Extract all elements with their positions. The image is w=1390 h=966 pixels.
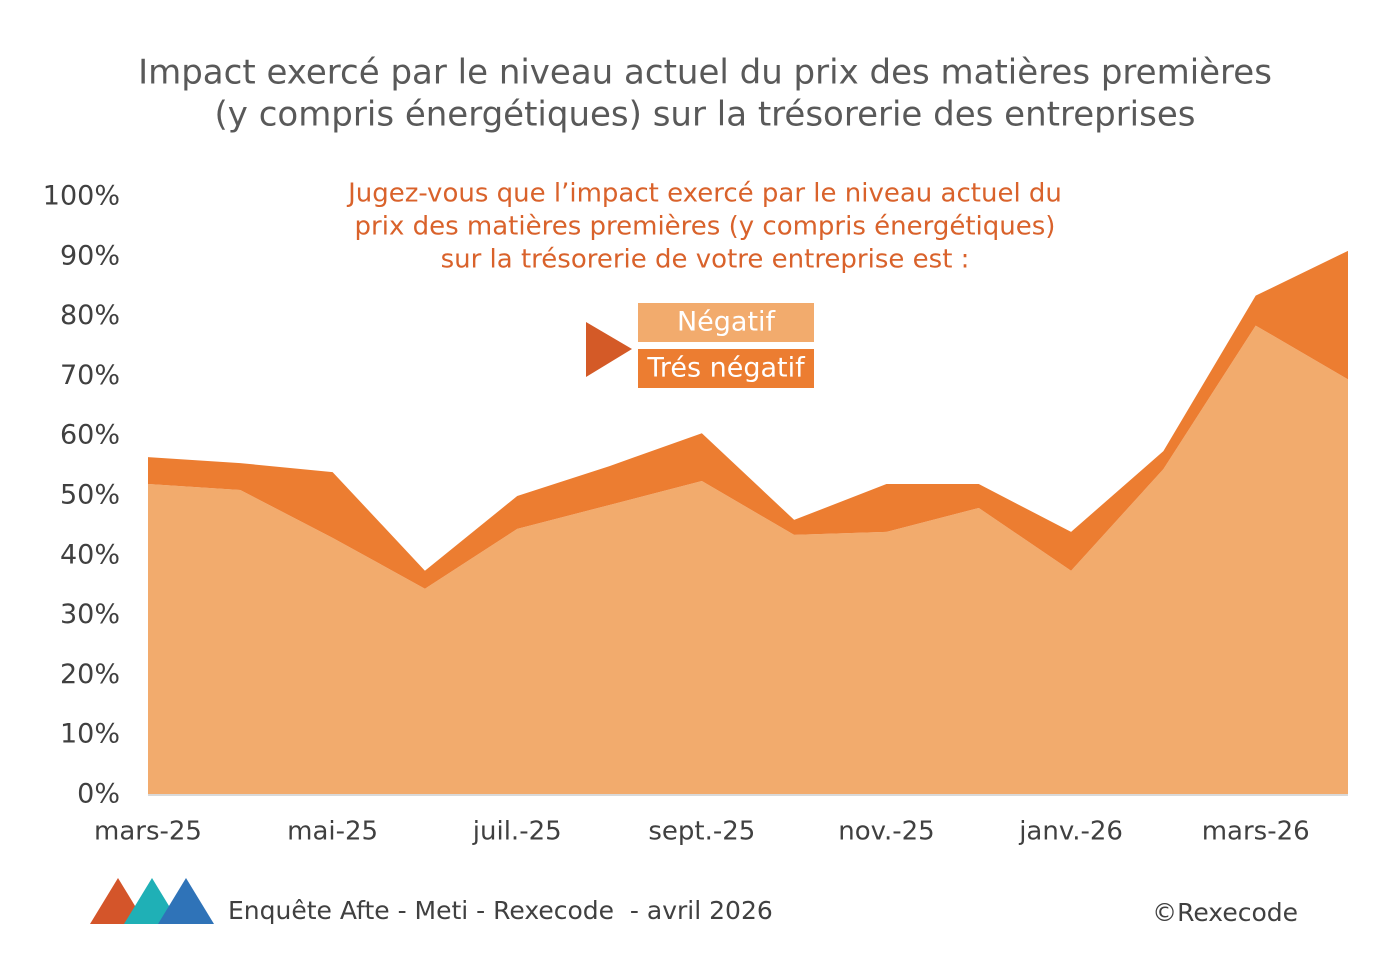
y-tick-label: 100% [43,181,120,212]
logo [90,878,214,924]
y-tick-label: 70% [60,360,120,391]
y-tick-label: 20% [60,659,120,690]
legend-label: Trés négatif [646,353,806,384]
legend-label: Négatif [677,307,777,338]
chart-title: Impact exercé par le niveau actuel du pr… [138,53,1272,93]
source: Enquête Afte - Meti - Rexecode - avril 2… [228,896,773,925]
y-tick-label: 10% [60,719,120,750]
chart-title: (y compris énergétiques) sur la trésorer… [215,95,1196,135]
legend-swatch [638,349,814,388]
x-tick-label: sept.-25 [648,817,755,847]
y-tick-label: 40% [60,539,120,570]
annotation: Jugez-vous que l’impact exercé par le ni… [346,179,1062,209]
area [148,325,1348,795]
x-tick-label: mars-26 [1202,817,1310,847]
copyright: ©Rexecode [1152,898,1298,927]
x-tick-label: nov.-25 [838,817,934,847]
x-tick-label: mai-25 [287,817,378,847]
x-tick-label: mars-25 [94,817,202,847]
y-tick-label: 80% [60,300,120,331]
annotation: prix des matières premières (y compris é… [355,212,1056,242]
legend-swatch [638,303,814,342]
annotation: sur la trésorerie de votre entreprise es… [441,245,970,275]
y-tick-label: 30% [60,599,120,630]
legend-arrow [586,322,632,377]
x-tick-label: juil.-25 [472,817,562,847]
y-tick-label: 50% [60,480,120,511]
y-tick-label: 60% [60,420,120,451]
y-tick-label: 0% [77,779,120,810]
y-tick-label: 90% [60,240,120,271]
x-tick-label: janv.-26 [1018,817,1123,847]
